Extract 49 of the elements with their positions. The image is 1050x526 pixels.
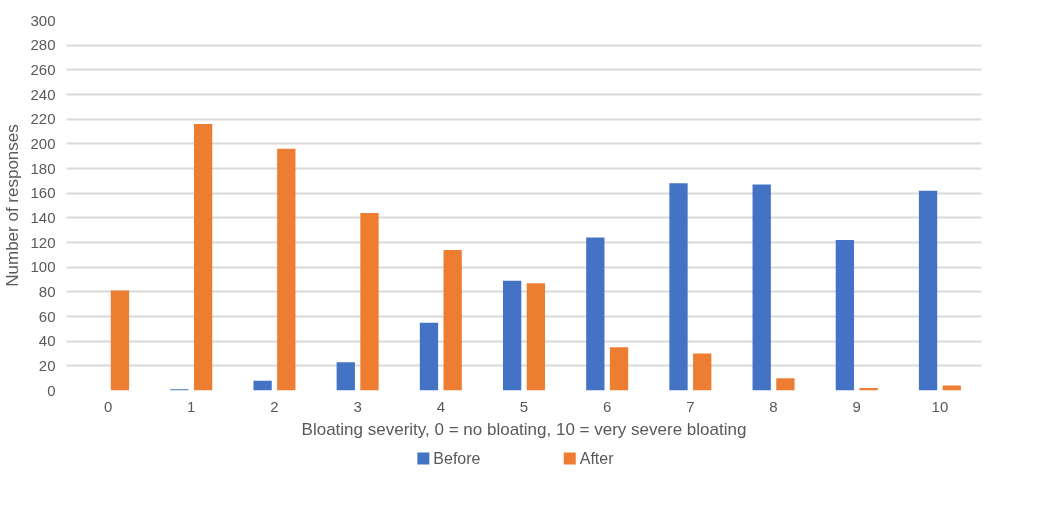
- x-tick-label: 9: [852, 397, 861, 415]
- x-tick-label: 7: [686, 397, 695, 415]
- y-axis-title: Number of responses: [3, 124, 23, 287]
- x-tick-label: 2: [270, 397, 279, 415]
- y-tick-label: 260: [30, 60, 56, 78]
- y-tick-label: 120: [30, 233, 56, 251]
- legend-label: Before: [433, 450, 481, 467]
- y-tick-label: 180: [30, 159, 56, 177]
- x-tick-label: 5: [519, 397, 529, 415]
- x-tick-label: 0: [103, 397, 113, 415]
- y-tick-label: 240: [30, 85, 56, 103]
- bar: [253, 380, 272, 391]
- bar: [336, 362, 355, 391]
- y-tick-label: 20: [38, 356, 56, 374]
- x-tick-label: 8: [769, 397, 778, 415]
- y-tick-label: 220: [30, 110, 56, 128]
- bar: [693, 353, 712, 391]
- y-tick-label: 100: [30, 258, 56, 276]
- x-tick-label: 3: [353, 397, 362, 415]
- legend-label: After: [579, 450, 615, 467]
- y-tick-label: 60: [38, 307, 56, 325]
- y-tick-label: 0: [47, 381, 56, 399]
- bar: [835, 240, 855, 391]
- bar: [609, 347, 629, 391]
- bar: [193, 124, 213, 391]
- x-tick-label: 4: [436, 397, 445, 415]
- bar: [277, 148, 296, 391]
- y-tick-label: 40: [38, 332, 56, 350]
- bar: [503, 280, 522, 391]
- y-tick-label: 280: [30, 36, 56, 54]
- y-tick-label: 160: [30, 184, 56, 202]
- bar: [419, 322, 439, 391]
- bar: [669, 183, 688, 391]
- x-tick-label: 6: [603, 397, 612, 415]
- y-tick-label: 80: [38, 282, 56, 300]
- x-axis-title: Bloating severity, 0 = no bloating, 10 = very severe bloating: [301, 419, 747, 439]
- x-tick-label: 1: [187, 397, 196, 415]
- y-tick-label: 300: [30, 11, 56, 29]
- bar: [526, 283, 545, 391]
- bar: [752, 184, 771, 391]
- bar: [586, 237, 605, 391]
- y-tick-label: 200: [30, 134, 56, 152]
- y-tick-label: 140: [30, 208, 56, 226]
- x-tick-label: 10: [931, 397, 949, 415]
- bar: [443, 249, 462, 391]
- bar: [776, 378, 795, 391]
- bar: [918, 190, 938, 391]
- bar: [360, 212, 379, 391]
- bar: [110, 290, 130, 391]
